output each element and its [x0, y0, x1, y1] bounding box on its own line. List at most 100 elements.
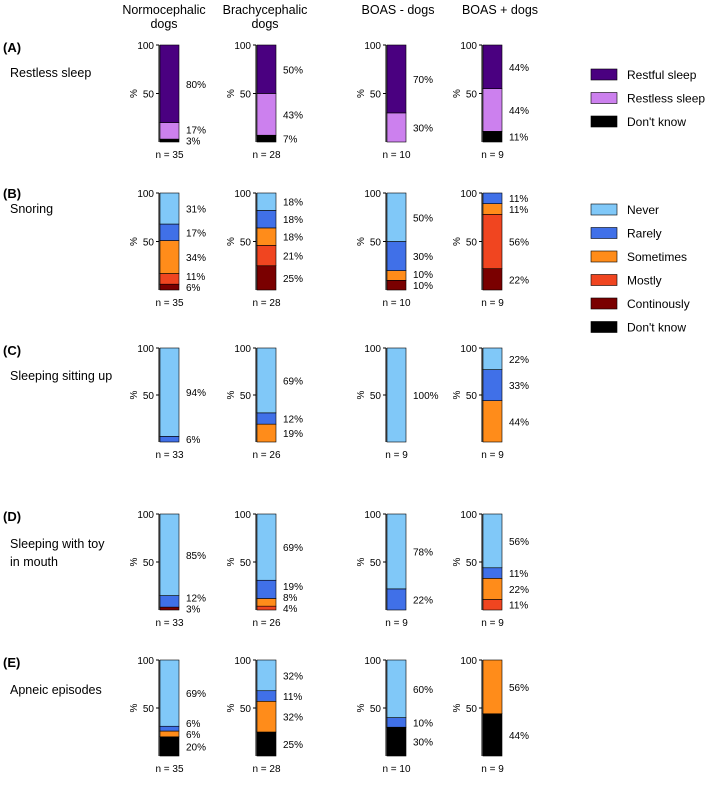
bar-segment-sometimes [256, 598, 277, 607]
bar-segment-continously [159, 283, 180, 291]
data-label: 6% [186, 435, 201, 446]
y-axis-label: % [226, 237, 237, 246]
n-label: n = 10 [382, 150, 411, 161]
bar-segment-never [386, 659, 407, 718]
y-tick-label: 100 [460, 510, 477, 521]
data-label: 11% [283, 692, 302, 703]
y-axis-label: % [226, 557, 237, 566]
y-tick-label: 100 [364, 189, 381, 200]
y-axis-label: % [129, 390, 140, 399]
bar-segment-dont_know [256, 731, 277, 757]
bar-segment-restless [482, 88, 503, 132]
y-tick-label: 50 [143, 90, 155, 101]
data-label: 11% [509, 205, 528, 216]
y-tick-label: 100 [234, 344, 251, 355]
n-label: n = 33 [155, 450, 184, 461]
data-label: 18% [283, 233, 303, 244]
panel-label: (B) [3, 186, 21, 201]
y-tick-label: 50 [370, 704, 382, 715]
data-label: 33% [509, 381, 529, 392]
y-tick-label: 50 [370, 391, 382, 402]
bar-segment-restful [159, 44, 180, 123]
bar-segment-never [386, 347, 407, 443]
y-axis-label: % [356, 237, 367, 246]
y-axis-label: % [356, 703, 367, 712]
data-label: 94% [186, 388, 206, 399]
n-label: n = 28 [252, 764, 281, 775]
y-tick-label: 100 [137, 656, 154, 667]
bar-segment-restful [256, 44, 277, 94]
y-tick-label: 100 [364, 41, 381, 52]
y-tick-label: 100 [137, 510, 154, 521]
panel-title: Restless sleep [10, 66, 91, 80]
legend-swatch-restful [590, 68, 618, 81]
bar-segment-sometimes [482, 578, 503, 600]
n-label: n = 9 [481, 150, 504, 161]
data-label: 32% [283, 713, 303, 724]
n-label: n = 9 [385, 450, 408, 461]
data-label: 22% [509, 355, 529, 366]
y-tick-label: 50 [143, 558, 155, 569]
data-label: 69% [186, 689, 206, 700]
bar-segment-sometimes [256, 423, 277, 443]
n-label: n = 9 [481, 450, 504, 461]
n-label: n = 26 [252, 618, 281, 629]
data-label: 80% [186, 80, 206, 91]
data-label: 69% [283, 543, 303, 554]
data-label: 22% [509, 275, 529, 286]
group-header-0: Normocephalic [122, 3, 205, 17]
y-tick-label: 100 [137, 189, 154, 200]
data-label: 8% [283, 593, 298, 604]
group-header-1: dogs [251, 17, 278, 31]
bar-segment-dont_know [482, 713, 503, 757]
legend-label: Rarely [627, 227, 662, 241]
y-tick-label: 50 [240, 90, 252, 101]
bar-segment-rarely [159, 595, 180, 608]
data-label: 30% [413, 738, 433, 749]
data-label: 50% [283, 65, 303, 76]
y-tick-label: 100 [234, 656, 251, 667]
data-label: 56% [509, 683, 529, 694]
bar-segment-never [159, 513, 180, 596]
y-axis-label: % [226, 703, 237, 712]
data-label: 25% [283, 740, 303, 751]
n-label: n = 9 [481, 764, 504, 775]
y-tick-label: 50 [143, 391, 155, 402]
legend-label: Restful sleep [627, 68, 697, 82]
y-tick-label: 100 [234, 41, 251, 52]
y-tick-label: 50 [240, 391, 252, 402]
bar-segment-restless [159, 122, 180, 140]
n-label: n = 9 [481, 618, 504, 629]
data-label: 56% [509, 537, 529, 548]
bar-segment-never [482, 513, 503, 569]
data-label: 70% [413, 75, 433, 86]
n-label: n = 10 [382, 298, 411, 309]
bar-segment-rarely [159, 725, 180, 732]
data-label: 11% [509, 194, 528, 205]
y-tick-label: 50 [370, 238, 382, 249]
bar-segment-rarely [386, 588, 407, 611]
legend-swatch-mostly [590, 274, 618, 286]
data-label: 30% [413, 252, 433, 263]
data-label: 11% [186, 272, 205, 283]
n-label: n = 33 [155, 618, 184, 629]
panel-title: in mouth [10, 555, 58, 569]
bar-segment-mostly [159, 273, 180, 285]
y-tick-label: 50 [240, 704, 252, 715]
legend-swatch-restless [590, 92, 618, 104]
data-label: 32% [283, 671, 303, 682]
bar-segment-sometimes [159, 730, 180, 738]
y-axis-label: % [226, 89, 237, 98]
data-label: 69% [283, 376, 303, 387]
legend-swatch-continously [590, 297, 618, 310]
bar-segment-sometimes [386, 270, 407, 281]
y-tick-label: 50 [240, 558, 252, 569]
data-label: 43% [283, 110, 303, 121]
data-label: 56% [509, 238, 529, 249]
y-axis-label: % [452, 237, 463, 246]
data-label: 22% [413, 595, 433, 606]
y-tick-label: 100 [137, 344, 154, 355]
bar-segment-never [482, 347, 503, 370]
y-axis-label: % [452, 390, 463, 399]
data-label: 22% [509, 585, 529, 596]
